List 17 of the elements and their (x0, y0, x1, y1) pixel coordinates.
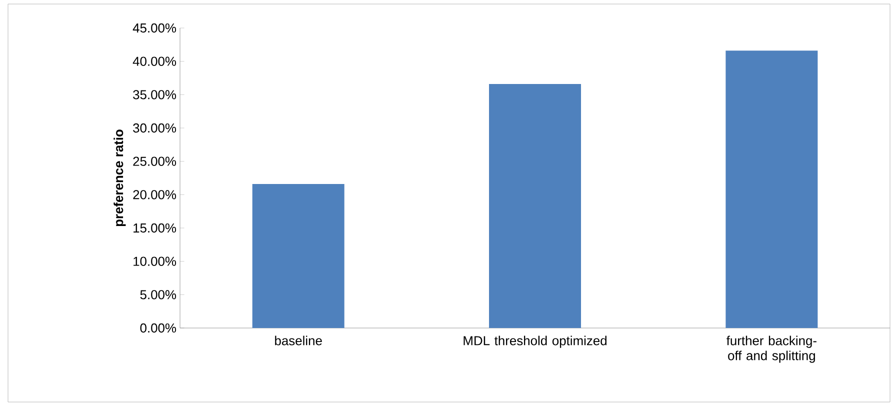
x-tick-label: MDL threshold optimized (464, 336, 606, 348)
y-tick-label: 35.00% (133, 90, 176, 100)
x-tick-label: further backing-off and splitting (726, 336, 816, 363)
y-tick-label: 40.00% (132, 56, 176, 66)
y-tick-label: 20.00% (133, 190, 176, 200)
x-tick-label: baseline (275, 336, 322, 346)
y-tick-label: 10.00% (134, 256, 176, 266)
y-tick-label: 45.00% (132, 23, 176, 33)
y-tick-label: 5.00% (140, 290, 176, 300)
y-axis-title: preference ratio (114, 130, 126, 226)
y-tick-label: 30.00% (133, 123, 176, 133)
y-tick-label: 0.00% (140, 323, 176, 333)
bar (489, 84, 582, 328)
y-tick-label: 15.00% (134, 223, 176, 233)
y-tick-label: 25.00% (133, 156, 176, 166)
bar (252, 184, 344, 328)
bar (726, 50, 818, 328)
